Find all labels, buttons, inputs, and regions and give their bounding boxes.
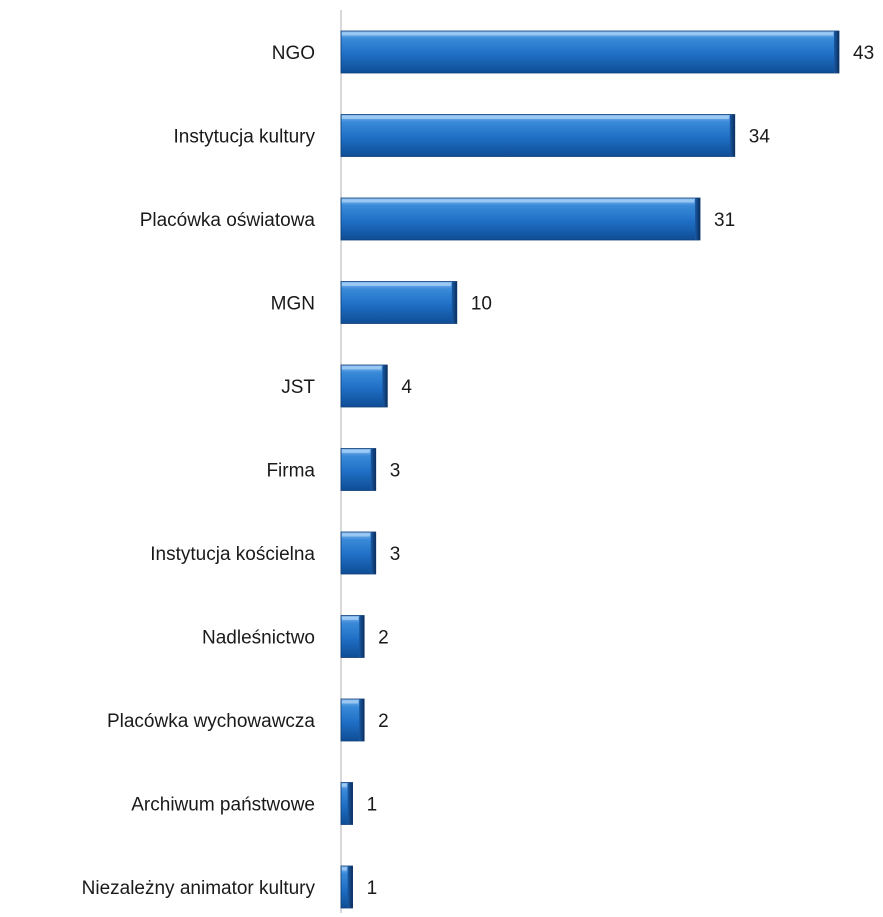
bar-highlight [342,617,359,620]
value-label: 10 [471,294,492,315]
bar-highlight [342,116,729,119]
bar-highlight [342,700,359,704]
bar [340,531,377,575]
category-label: MGN [271,294,315,315]
category-label: JST [281,377,315,398]
value-label: 3 [390,461,401,482]
value-label: 2 [378,628,389,649]
bar [340,364,388,408]
bar-edge [347,866,353,908]
value-label: 34 [749,127,771,148]
bar-edge [359,615,365,658]
bar-highlight [342,867,347,871]
category-label: Niezależny animator kultury [82,878,316,899]
bar-edge [347,782,353,825]
value-label: 3 [390,544,401,565]
value-label: 1 [367,878,378,899]
bar-highlight [342,533,370,537]
category-label: Placówka wychowawcza [107,711,315,732]
bar-edge [729,114,735,157]
value-label: 1 [367,795,378,816]
category-label: Instytucja kościelna [150,544,315,565]
category-label: Nadleśnictwo [202,628,315,649]
bar-highlight [342,283,451,286]
bar-highlight [342,784,347,787]
bar [340,197,701,241]
bar-highlight [342,366,382,370]
bar [340,114,736,157]
category-label: Archiwum państwowe [131,795,315,816]
bar-edge [370,448,376,491]
bar-edge [451,281,457,324]
value-label: 2 [378,711,389,732]
category-label: NGO [272,43,315,64]
bar-highlight [342,450,370,453]
bar-edge [695,198,701,240]
value-label: 31 [714,210,735,231]
category-label: Instytucja kultury [174,127,316,148]
category-label: Placówka oświatowa [140,210,316,231]
bar [340,281,458,324]
value-label: 43 [853,43,874,64]
bar [340,448,377,491]
bar-edge [382,365,388,407]
bar [340,30,840,74]
bar-edge [370,532,376,574]
bar-edge [834,31,839,73]
bar-edge [359,699,365,741]
value-label: 4 [401,377,412,398]
category-label: Firma [266,461,315,482]
bar-highlight [342,199,695,203]
bar-highlight [342,32,833,36]
